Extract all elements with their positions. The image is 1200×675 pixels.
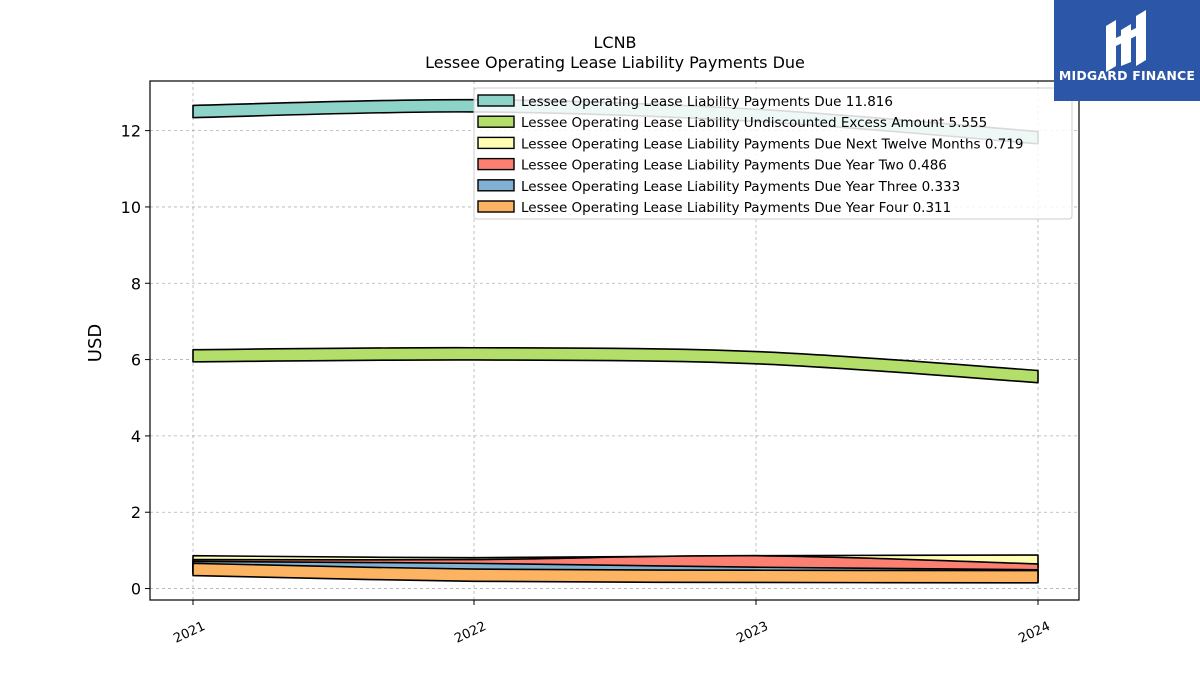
y-axis-label: USD bbox=[85, 324, 106, 362]
legend-swatch bbox=[477, 115, 515, 128]
legend-label: Lessee Operating Lease Liability Undisco… bbox=[521, 115, 987, 131]
plot-frame bbox=[149, 80, 1080, 601]
y-tick-label: 0 bbox=[131, 580, 141, 599]
x-tick-label: 2023 bbox=[734, 619, 770, 647]
legend-swatch bbox=[477, 200, 515, 213]
legend-swatch bbox=[477, 136, 515, 150]
y-tick-label: 6 bbox=[131, 351, 141, 370]
legend-label: Lessee Operating Lease Liability Payment… bbox=[521, 200, 951, 216]
y-tick-label: 12 bbox=[121, 122, 141, 141]
x-tick-label: 2024 bbox=[1016, 619, 1052, 647]
y-tick-label: 8 bbox=[131, 274, 141, 293]
brand-name: MIDGARD FINANCE bbox=[1058, 68, 1196, 83]
axis-ticks: 0 2 4 6 8 10 12 2021 2022 2023 2024 bbox=[121, 122, 1053, 647]
legend-swatch bbox=[477, 179, 515, 192]
legend-box bbox=[473, 87, 1073, 220]
series-layer bbox=[192, 98, 1039, 584]
series-band-5 bbox=[192, 562, 1039, 584]
y-tick-label: 10 bbox=[121, 198, 141, 217]
y-tick-label: 2 bbox=[131, 503, 141, 522]
legend-label: Lessee Operating Lease Liability Payment… bbox=[521, 179, 960, 195]
brand-logo: MIDGARD FINANCE bbox=[1054, 0, 1200, 101]
legend-label: Lessee Operating Lease Liability Payment… bbox=[521, 136, 1023, 152]
x-tick-label: 2021 bbox=[171, 619, 207, 647]
x-tick-label: 2022 bbox=[452, 619, 488, 647]
legend-swatch bbox=[477, 157, 515, 171]
chart-subtitle: Lessee Operating Lease Liability Payment… bbox=[425, 53, 805, 72]
legend-label: Lessee Operating Lease Liability Payment… bbox=[521, 94, 893, 110]
chart-title: LCNB bbox=[593, 33, 636, 52]
legend-swatch bbox=[477, 94, 515, 107]
legend-label: Lessee Operating Lease Liability Payment… bbox=[521, 158, 947, 174]
y-tick-label: 4 bbox=[131, 427, 141, 446]
series-band-1 bbox=[192, 346, 1039, 384]
brand-logo-icon bbox=[1106, 10, 1146, 72]
legend: Lessee Operating Lease Liability Payment… bbox=[473, 87, 1073, 220]
